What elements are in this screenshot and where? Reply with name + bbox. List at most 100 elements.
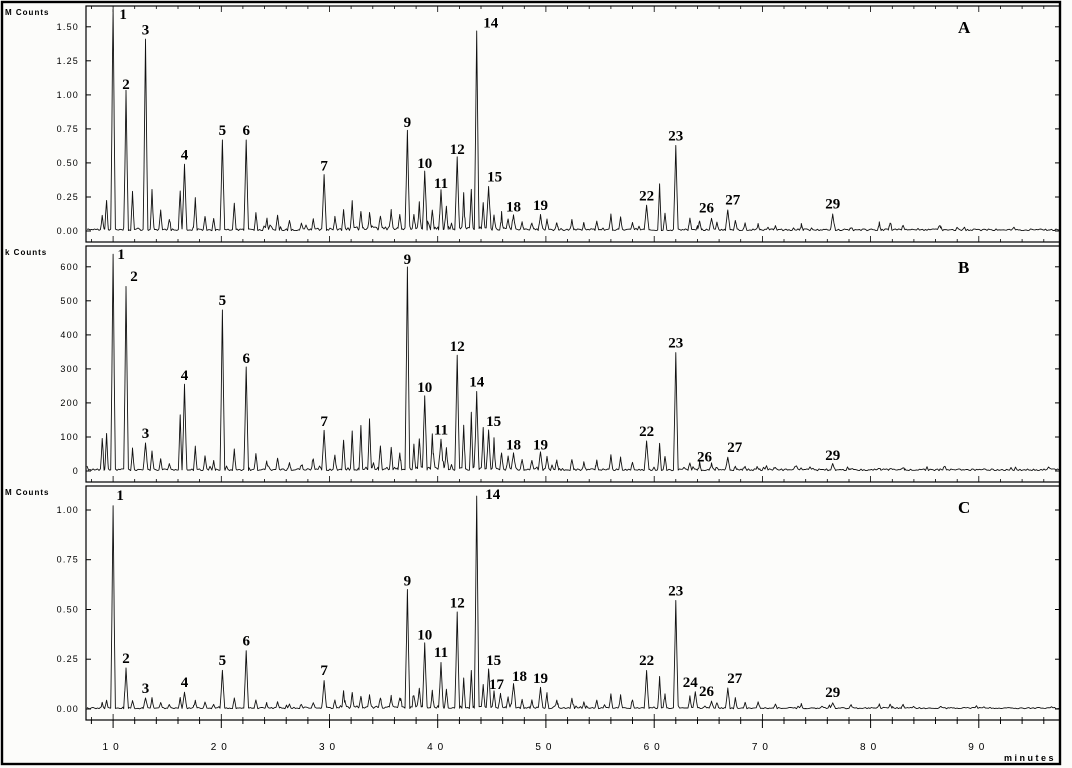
peak-label-C-24: 24 <box>683 675 699 691</box>
x-axis: 10 20 30 40 50 60 70 80 90 <box>90 720 1045 753</box>
peak-label-C-3: 3 <box>142 681 150 697</box>
peak-label-A-2: 2 <box>122 77 130 93</box>
peak-label-B-26: 26 <box>697 450 713 466</box>
peak-label-C-5: 5 <box>219 653 227 669</box>
peak-label-A-18: 18 <box>506 199 521 215</box>
x-tick-label: 70 <box>752 742 773 753</box>
x-tick-label: 20 <box>211 742 232 753</box>
peak-label-B-7: 7 <box>320 414 328 430</box>
peak-label-A-3: 3 <box>142 22 150 38</box>
y-tick-label: 0.25 <box>57 192 79 202</box>
y-tick-label: 0.00 <box>57 704 79 714</box>
peak-label-C-12: 12 <box>450 596 465 612</box>
chromatogram-trace-C <box>86 495 1060 710</box>
x-tick-label: 30 <box>319 742 340 753</box>
peak-label-A-9: 9 <box>404 115 412 131</box>
peak-label-C-15: 15 <box>486 653 501 669</box>
peak-label-B-18: 18 <box>506 438 521 454</box>
panel-box <box>85 245 1061 483</box>
y-tick-label: 0 <box>73 466 79 476</box>
peak-label-C-11: 11 <box>434 645 448 661</box>
panel-letter-a: A <box>958 18 971 37</box>
peak-label-A-11: 11 <box>434 176 448 192</box>
peak-label-A-23: 23 <box>668 129 683 145</box>
peak-label-B-15: 15 <box>486 414 501 430</box>
peak-label-B-27: 27 <box>727 440 743 456</box>
peak-label-A-14: 14 <box>483 16 499 32</box>
peak-label-A-29: 29 <box>825 197 840 213</box>
peak-label-C-14: 14 <box>485 487 501 503</box>
peak-label-A-1: 1 <box>119 7 127 23</box>
peak-label-C-4: 4 <box>181 675 189 691</box>
x-tick-label: 50 <box>535 742 556 753</box>
peak-label-B-11: 11 <box>434 422 448 438</box>
peak-label-A-19: 19 <box>533 198 548 214</box>
panel-box <box>85 5 1061 243</box>
peak-label-A-15: 15 <box>487 169 502 185</box>
y-tick-label: 500 <box>60 296 79 306</box>
peak-label-A-27: 27 <box>725 193 741 209</box>
peak-label-B-29: 29 <box>825 448 840 464</box>
y-tick-label: 0.00 <box>57 226 79 236</box>
peak-label-A-26: 26 <box>699 201 715 217</box>
panel-a-unit-label: M Counts <box>5 8 50 17</box>
peak-label-B-2: 2 <box>130 269 138 285</box>
peak-label-A-12: 12 <box>450 142 465 158</box>
y-tick-label: 600 <box>60 262 79 272</box>
y-tick-label: 0.75 <box>57 124 79 134</box>
x-tick-label: 40 <box>427 742 448 753</box>
peak-label-C-7: 7 <box>320 663 328 679</box>
peak-label-A-22: 22 <box>639 189 654 205</box>
x-tick-label: 80 <box>860 742 881 753</box>
peak-label-A-7: 7 <box>320 159 328 175</box>
peak-label-B-5: 5 <box>219 293 227 309</box>
y-tick-label: 1.25 <box>57 56 79 66</box>
y-tick-label: 300 <box>60 364 79 374</box>
peak-label-C-17: 17 <box>489 677 505 693</box>
y-tick-label: 200 <box>60 398 79 408</box>
panel-letter-c: C <box>958 498 971 517</box>
peak-label-B-12: 12 <box>450 339 465 355</box>
panel-box <box>85 485 1061 721</box>
y-tick-label: 0.75 <box>57 555 79 565</box>
peak-label-C-9: 9 <box>404 574 412 590</box>
peak-label-B-1: 1 <box>117 247 125 263</box>
x-tick-label: 60 <box>644 742 665 753</box>
peak-label-C-1: 1 <box>116 488 124 504</box>
peak-label-A-10: 10 <box>417 156 432 172</box>
chromatogram-trace-A <box>86 8 1060 232</box>
y-tick-label: 1.00 <box>57 505 79 515</box>
peak-label-B-6: 6 <box>242 351 250 367</box>
peak-label-A-6: 6 <box>242 123 250 139</box>
peak-label-C-26: 26 <box>699 684 715 700</box>
peak-label-C-29: 29 <box>825 685 840 701</box>
y-tick-label: 0.25 <box>57 654 79 664</box>
peak-label-C-6: 6 <box>242 633 250 649</box>
x-tick-label: 10 <box>103 742 124 753</box>
peak-label-B-22: 22 <box>639 424 654 440</box>
peak-label-C-2: 2 <box>122 651 130 667</box>
y-tick-label: 0.50 <box>57 605 79 615</box>
peak-label-C-10: 10 <box>417 627 432 643</box>
panel-letter-b: B <box>958 258 970 277</box>
peak-label-B-9: 9 <box>404 252 412 268</box>
chromatogram-trace-B <box>86 253 1060 472</box>
y-tick-label: 1.00 <box>57 90 79 100</box>
peak-label-B-23: 23 <box>668 336 683 352</box>
peak-label-C-22: 22 <box>639 653 654 669</box>
peak-label-C-19: 19 <box>533 671 548 687</box>
y-tick-label: 0.50 <box>57 158 79 168</box>
y-tick-label: 400 <box>60 330 79 340</box>
x-tick-label: 90 <box>968 742 989 753</box>
peak-label-B-4: 4 <box>181 368 189 384</box>
x-axis-unit-label: minutes <box>1003 753 1056 763</box>
peak-label-A-4: 4 <box>181 148 189 164</box>
peak-label-B-10: 10 <box>417 380 432 396</box>
peak-label-C-27: 27 <box>727 671 743 687</box>
y-tick-label: 100 <box>60 432 79 442</box>
peak-label-B-3: 3 <box>142 426 150 442</box>
peak-label-C-23: 23 <box>668 584 683 600</box>
